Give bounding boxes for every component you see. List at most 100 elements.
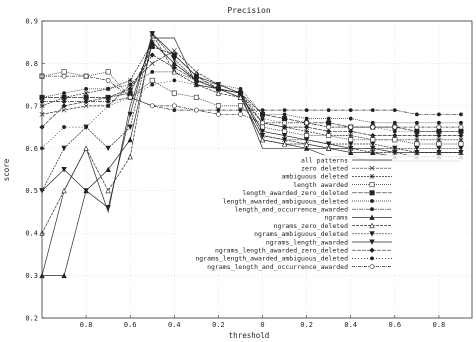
data-point xyxy=(171,69,177,75)
data-point xyxy=(61,145,67,152)
data-point xyxy=(414,120,419,125)
data-point xyxy=(260,108,265,113)
data-point xyxy=(238,91,243,96)
data-point xyxy=(84,86,89,91)
legend-entry: ngrams xyxy=(325,214,392,222)
data-point xyxy=(370,120,375,125)
y-axis-label: score xyxy=(2,158,11,181)
legend-entry: zero deleted xyxy=(301,165,392,173)
legend-label: length awarded xyxy=(293,181,348,189)
data-point xyxy=(171,65,177,71)
data-point xyxy=(282,108,287,113)
data-point xyxy=(458,124,464,130)
data-point xyxy=(260,112,265,117)
data-point xyxy=(281,133,288,139)
legend-entry: length_awarded_ambiguous_deleted xyxy=(223,197,392,205)
data-point xyxy=(414,150,420,156)
legend-label: ambiguous deleted xyxy=(281,173,348,181)
data-point xyxy=(325,141,332,147)
data-point xyxy=(437,120,441,125)
data-point xyxy=(325,145,332,151)
y-tick-label: 0.7 xyxy=(25,102,38,110)
data-point xyxy=(61,69,67,75)
data-point xyxy=(171,90,177,96)
legend-label: ngrams_length_awarded_zero_deleted xyxy=(215,247,348,255)
data-point xyxy=(436,150,442,156)
legend-entry: ngrams_length_awarded xyxy=(266,238,392,246)
data-point xyxy=(61,187,67,194)
data-point xyxy=(326,108,331,113)
data-point xyxy=(105,205,111,211)
legend-marker xyxy=(369,222,375,229)
data-point xyxy=(370,145,376,152)
data-point xyxy=(326,133,332,139)
series-line xyxy=(41,50,461,158)
data-point xyxy=(238,86,243,91)
data-point xyxy=(392,108,397,113)
data-point xyxy=(414,124,420,130)
data-point xyxy=(370,124,376,130)
data-point xyxy=(303,137,310,143)
data-point xyxy=(392,129,397,134)
data-point xyxy=(459,129,463,134)
data-point xyxy=(61,107,67,113)
legend-label: zero deleted xyxy=(301,165,348,173)
data-point xyxy=(172,108,177,113)
legend-entry: ambiguous deleted xyxy=(281,173,392,181)
data-point xyxy=(348,137,354,143)
data-point xyxy=(238,108,243,113)
data-point xyxy=(105,166,111,172)
data-point xyxy=(282,116,288,122)
legend-marker xyxy=(370,207,374,212)
data-point xyxy=(348,124,354,130)
data-point xyxy=(348,128,354,134)
legend-label: ngrams_length_awarded xyxy=(266,238,348,246)
data-point xyxy=(326,120,332,126)
data-point xyxy=(62,91,66,96)
data-point xyxy=(326,116,331,121)
x-axis-label: threshold xyxy=(229,331,270,340)
data-point xyxy=(392,137,398,143)
legend-entry: length awarded xyxy=(293,181,392,189)
series-line xyxy=(41,71,461,124)
data-point xyxy=(414,112,419,117)
data-point xyxy=(348,149,354,156)
legend-label: ngrams_ambiguous_deleted xyxy=(254,230,348,238)
data-point xyxy=(281,141,288,147)
data-point xyxy=(194,82,199,87)
data-point xyxy=(304,116,309,121)
data-point xyxy=(370,137,376,143)
data-point xyxy=(83,98,89,105)
data-point xyxy=(216,86,221,91)
data-point xyxy=(459,112,463,117)
data-point xyxy=(260,116,265,121)
data-point xyxy=(459,120,463,125)
legend-marker xyxy=(369,173,375,179)
data-point xyxy=(105,78,111,83)
data-point xyxy=(193,77,199,84)
series-line xyxy=(41,41,461,141)
data-point xyxy=(127,153,133,160)
series-4 xyxy=(39,69,464,147)
data-point xyxy=(282,128,288,134)
legend-marker xyxy=(369,231,375,237)
legend-marker xyxy=(370,256,374,261)
data-point xyxy=(127,86,133,92)
data-point xyxy=(259,136,266,143)
data-point xyxy=(304,133,310,139)
data-point xyxy=(216,108,221,113)
data-point xyxy=(437,112,441,117)
data-point xyxy=(436,141,442,147)
x-tick-label: 0.4 xyxy=(168,321,181,329)
data-point xyxy=(303,124,310,130)
data-point xyxy=(105,69,111,75)
data-point xyxy=(303,141,310,147)
legend-label: length_awarded_zero_deleted xyxy=(242,189,348,197)
data-point xyxy=(83,145,89,151)
chart-title: Precision xyxy=(227,6,271,15)
data-point xyxy=(436,137,442,143)
data-point xyxy=(83,90,89,96)
legend-entry: ngrams_length_and_occurrence_awarded xyxy=(207,263,392,271)
